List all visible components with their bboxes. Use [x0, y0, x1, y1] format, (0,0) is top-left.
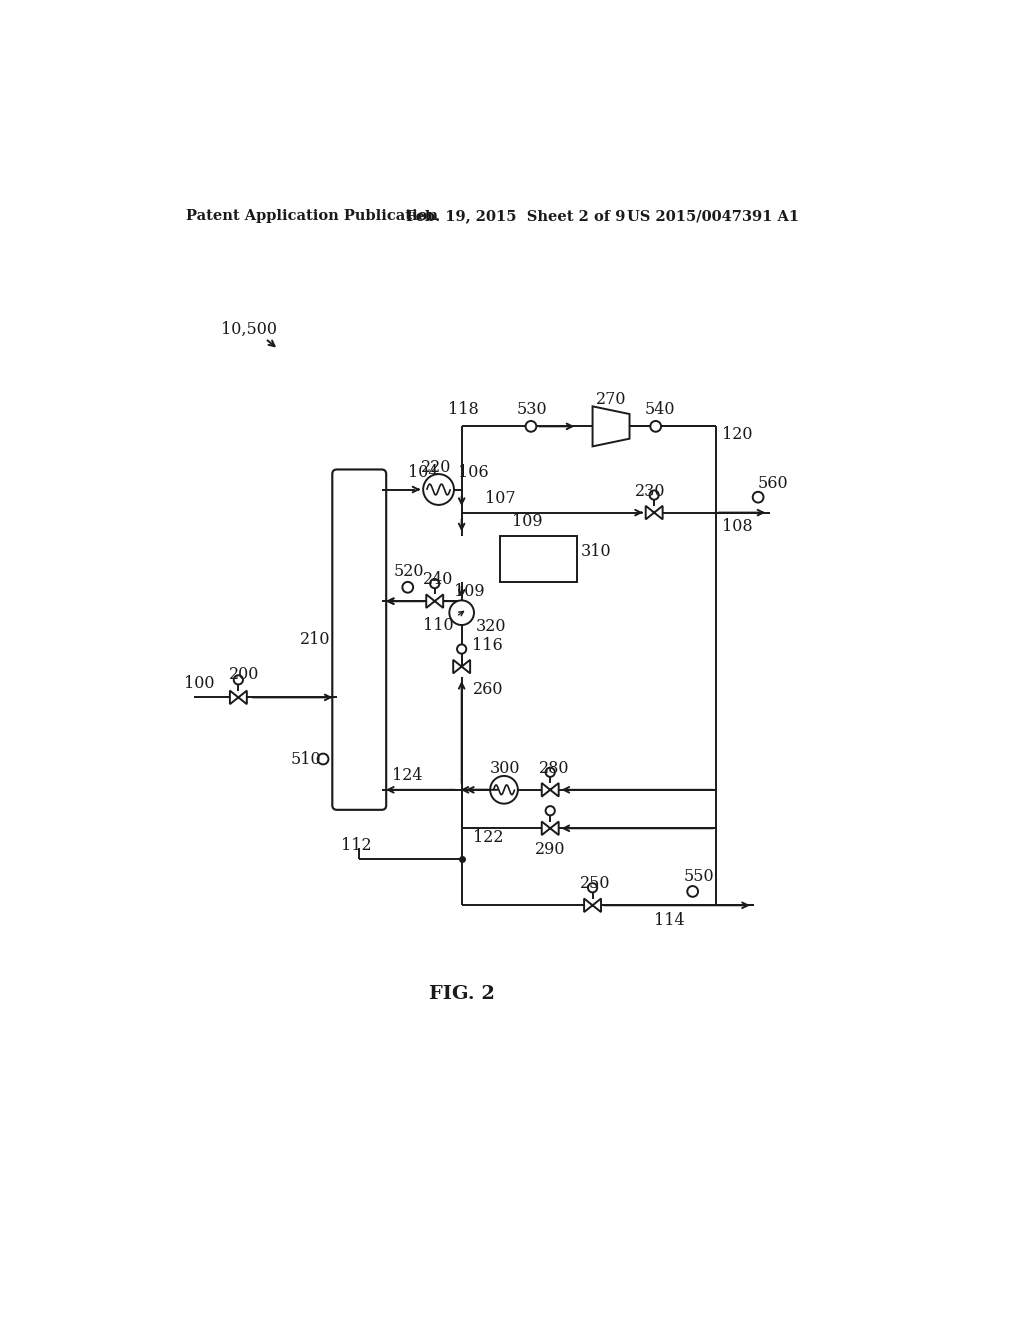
Text: 260: 260: [472, 681, 503, 698]
Text: 280: 280: [539, 760, 569, 776]
Text: US 2015/0047391 A1: US 2015/0047391 A1: [628, 209, 800, 223]
Text: 104: 104: [408, 465, 438, 480]
Text: 122: 122: [473, 829, 504, 846]
Circle shape: [457, 644, 466, 653]
Text: 300: 300: [490, 760, 520, 776]
Text: 240: 240: [423, 572, 454, 589]
Text: 118: 118: [447, 401, 478, 418]
Circle shape: [423, 474, 454, 504]
Circle shape: [402, 582, 413, 593]
Text: 550: 550: [683, 867, 714, 884]
Circle shape: [649, 491, 658, 500]
Text: 106: 106: [458, 465, 488, 480]
Circle shape: [650, 421, 662, 432]
Circle shape: [233, 676, 243, 685]
Text: 100: 100: [184, 675, 215, 692]
Text: Patent Application Publication: Patent Application Publication: [186, 209, 438, 223]
Text: 108: 108: [722, 517, 753, 535]
Text: 210: 210: [300, 631, 331, 648]
Text: 320: 320: [475, 618, 506, 635]
Circle shape: [450, 601, 474, 626]
Text: 124: 124: [392, 767, 423, 784]
Text: 109: 109: [512, 513, 543, 531]
Circle shape: [588, 883, 597, 892]
Text: 200: 200: [229, 665, 259, 682]
Text: 112: 112: [341, 837, 372, 854]
Text: 270: 270: [596, 391, 627, 408]
Text: 250: 250: [581, 875, 610, 892]
Text: 510: 510: [291, 751, 322, 767]
FancyBboxPatch shape: [333, 470, 386, 810]
Circle shape: [687, 886, 698, 896]
Polygon shape: [584, 899, 601, 912]
Circle shape: [490, 776, 518, 804]
Text: 116: 116: [472, 636, 503, 653]
Text: 560: 560: [758, 475, 788, 492]
Polygon shape: [454, 660, 470, 673]
Polygon shape: [593, 407, 630, 446]
Circle shape: [546, 807, 555, 816]
Text: 109: 109: [454, 582, 484, 599]
Circle shape: [525, 421, 537, 432]
Polygon shape: [426, 594, 443, 609]
Circle shape: [753, 492, 764, 503]
Text: 107: 107: [484, 490, 515, 507]
Text: 220: 220: [421, 459, 452, 477]
Text: Feb. 19, 2015  Sheet 2 of 9: Feb. 19, 2015 Sheet 2 of 9: [407, 209, 626, 223]
Text: 120: 120: [722, 425, 753, 442]
Polygon shape: [646, 506, 663, 519]
Text: 290: 290: [535, 841, 565, 858]
Text: 110: 110: [423, 618, 454, 635]
Text: FIG. 2: FIG. 2: [429, 985, 495, 1003]
Text: 540: 540: [645, 401, 676, 418]
Circle shape: [430, 579, 439, 589]
Text: 114: 114: [654, 912, 685, 929]
Text: 530: 530: [517, 401, 548, 418]
Text: 520: 520: [394, 564, 424, 581]
Polygon shape: [230, 690, 247, 704]
Circle shape: [317, 754, 329, 764]
Polygon shape: [542, 821, 559, 836]
Text: 10,500: 10,500: [221, 321, 278, 338]
Text: 310: 310: [581, 543, 611, 560]
Bar: [500, 536, 578, 582]
Polygon shape: [542, 783, 559, 796]
Circle shape: [546, 768, 555, 777]
Text: 230: 230: [635, 483, 666, 499]
